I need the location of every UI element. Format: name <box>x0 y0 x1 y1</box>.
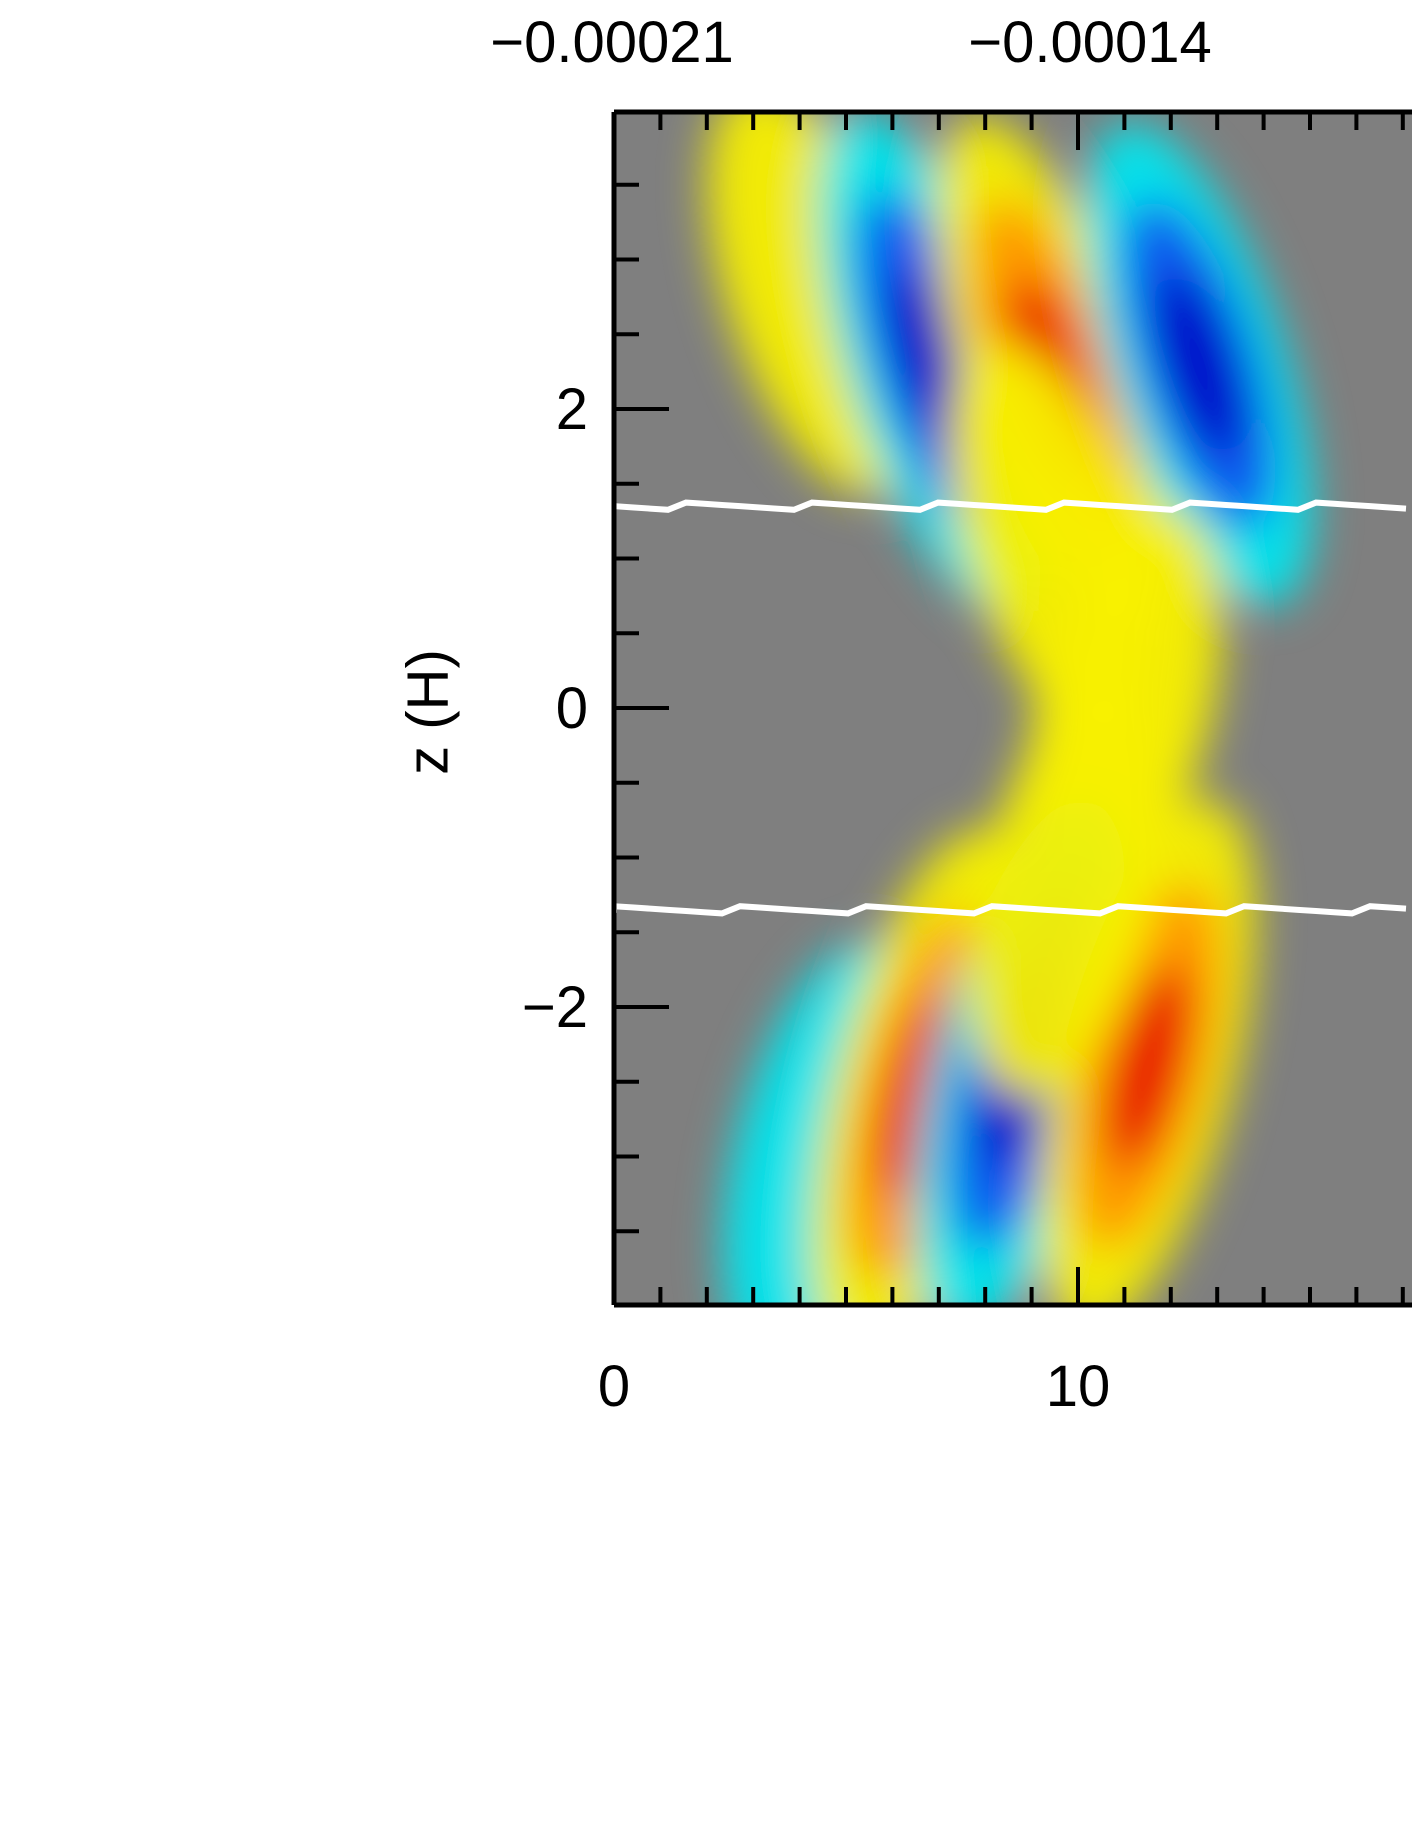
heatmap-feature <box>1084 122 1313 607</box>
boundary-line <box>614 903 1407 917</box>
feature-halo <box>969 678 1169 1097</box>
y-axis-title: z (H) <box>395 649 460 775</box>
y-tick-labels: 2 0 −2 <box>522 377 588 1040</box>
colorbar-tick-labels: −0.00021 −0.00014 <box>490 10 1212 75</box>
heatmap-features <box>707 112 1313 1305</box>
x-tick-label: 10 <box>1046 1354 1111 1419</box>
heatmap-feature <box>1039 799 1256 1305</box>
colorbar-tick-label: −0.00014 <box>968 10 1212 75</box>
y-tick-label: 0 <box>556 676 588 741</box>
x-tick-label: 0 <box>598 1354 630 1419</box>
plot-area <box>614 112 1412 1305</box>
colorbar-tick-label: −0.00021 <box>490 10 734 75</box>
y-tick-label: 2 <box>556 377 588 442</box>
boundary-line <box>614 499 1407 513</box>
heatmap-feature <box>969 678 1169 1097</box>
y-tick-label: −2 <box>522 975 588 1040</box>
x-tick-labels: 0 10 <box>598 1354 1110 1419</box>
feature-core <box>1153 271 1244 457</box>
feature-core <box>1105 964 1191 1170</box>
boundary-lines <box>614 499 1407 917</box>
axes <box>611 109 1412 1308</box>
